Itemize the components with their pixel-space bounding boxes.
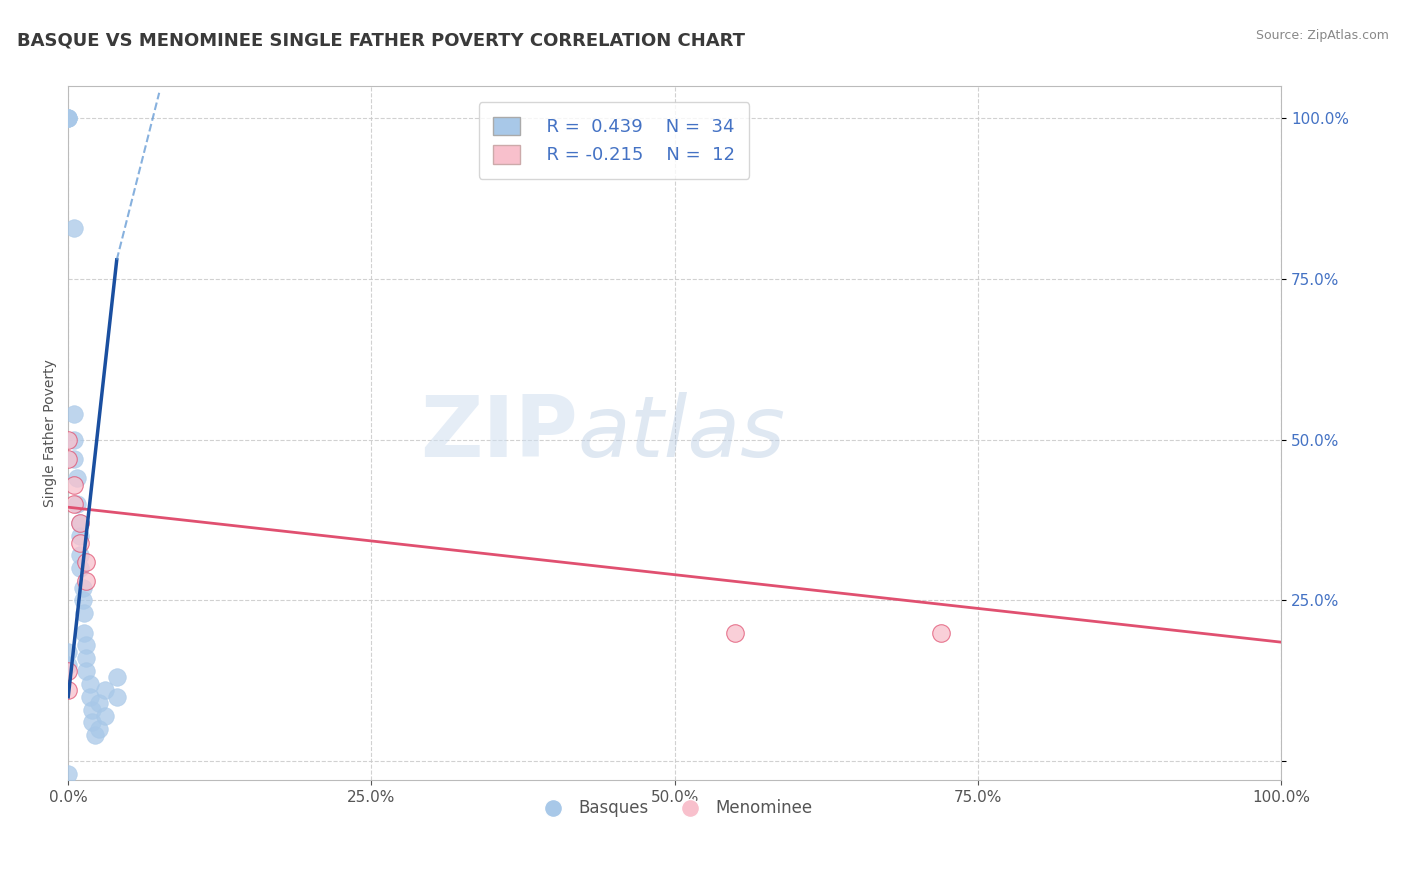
Point — [63, 497, 86, 511]
Point — [69, 561, 91, 575]
Point — [63, 452, 86, 467]
Point — [93, 709, 115, 723]
Point — [58, 683, 80, 698]
Point — [58, 452, 80, 467]
Legend: Basques, Menominee: Basques, Menominee — [530, 793, 820, 824]
Point — [93, 683, 115, 698]
Point — [75, 664, 97, 678]
Point — [58, 112, 80, 126]
Point — [58, 645, 80, 659]
Point — [87, 696, 110, 710]
Point — [72, 593, 94, 607]
Point — [69, 529, 91, 543]
Point — [58, 657, 80, 672]
Point — [66, 497, 89, 511]
Point — [73, 625, 96, 640]
Point — [58, 767, 80, 781]
Point — [66, 471, 89, 485]
Point — [69, 535, 91, 549]
Point — [79, 677, 101, 691]
Point — [69, 549, 91, 563]
Point — [58, 664, 80, 678]
Point — [82, 703, 104, 717]
Y-axis label: Single Father Poverty: Single Father Poverty — [44, 359, 58, 508]
Point — [724, 625, 747, 640]
Point — [58, 112, 80, 126]
Point — [63, 433, 86, 447]
Point — [69, 516, 91, 531]
Point — [58, 433, 80, 447]
Point — [72, 581, 94, 595]
Point — [63, 407, 86, 421]
Point — [105, 690, 128, 704]
Point — [87, 722, 110, 736]
Point — [75, 574, 97, 588]
Point — [79, 690, 101, 704]
Point — [63, 477, 86, 491]
Point — [58, 112, 80, 126]
Point — [84, 728, 107, 742]
Text: Source: ZipAtlas.com: Source: ZipAtlas.com — [1256, 29, 1389, 42]
Text: atlas: atlas — [578, 392, 786, 475]
Text: ZIP: ZIP — [420, 392, 578, 475]
Point — [75, 651, 97, 665]
Point — [82, 715, 104, 730]
Point — [73, 606, 96, 620]
Point — [931, 625, 953, 640]
Point — [75, 555, 97, 569]
Text: BASQUE VS MENOMINEE SINGLE FATHER POVERTY CORRELATION CHART: BASQUE VS MENOMINEE SINGLE FATHER POVERT… — [17, 31, 745, 49]
Point — [63, 220, 86, 235]
Point — [105, 671, 128, 685]
Point — [75, 639, 97, 653]
Point — [69, 516, 91, 531]
